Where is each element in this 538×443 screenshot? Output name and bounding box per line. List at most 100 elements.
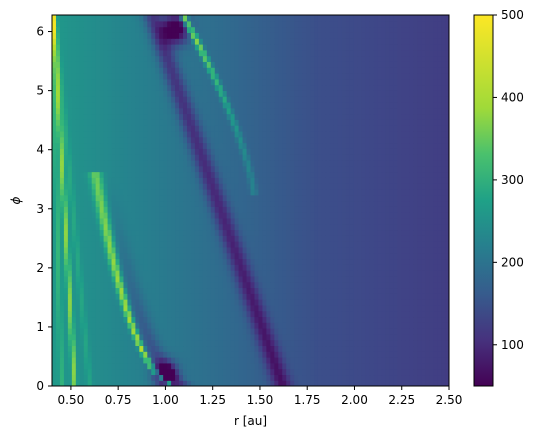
heatmap-cell <box>87 241 93 248</box>
heatmap-cell <box>71 217 77 225</box>
heatmap-cell <box>63 258 69 265</box>
heatmap-cell <box>302 200 307 207</box>
heatmap-cell <box>151 322 156 329</box>
heatmap-cell <box>405 113 410 120</box>
heatmap-cell <box>95 96 101 103</box>
heatmap-cell <box>52 293 57 300</box>
heatmap-cell <box>385 223 391 231</box>
heatmap-cell <box>254 229 260 236</box>
heatmap-cell <box>194 200 200 207</box>
heatmap-cell <box>409 374 414 381</box>
heatmap-cell <box>155 362 160 370</box>
heatmap-cell <box>99 328 105 335</box>
heatmap-cell <box>270 177 275 184</box>
heatmap-cell <box>437 252 442 260</box>
heatmap-cell <box>421 142 426 149</box>
heatmap-cell <box>131 200 136 207</box>
heatmap-cell <box>63 287 69 294</box>
heatmap-cell <box>393 171 398 178</box>
heatmap-cells <box>52 15 449 386</box>
heatmap-cell <box>206 96 212 103</box>
heatmap-cell <box>95 183 101 190</box>
heatmap-cell <box>123 299 129 306</box>
heatmap-cell <box>55 171 61 178</box>
heatmap-cell <box>87 206 93 213</box>
heatmap-cell <box>270 357 275 364</box>
heatmap-cell <box>429 96 434 103</box>
heatmap-cell <box>369 380 375 386</box>
heatmap-cell <box>250 171 256 178</box>
heatmap-cell <box>119 339 125 347</box>
heatmap-cell <box>190 275 196 283</box>
heatmap-cell <box>190 333 196 341</box>
heatmap-cell <box>143 217 148 225</box>
heatmap-cell <box>325 125 331 132</box>
heatmap-cell <box>83 125 89 132</box>
heatmap-cell <box>175 333 180 341</box>
heatmap-cell <box>131 293 136 300</box>
heatmap-cell <box>381 246 387 254</box>
heatmap-cell <box>270 165 275 173</box>
heatmap-cell <box>425 130 430 138</box>
heatmap-cell <box>262 351 267 358</box>
heatmap-cell <box>143 96 148 103</box>
heatmap-cell <box>349 333 355 341</box>
heatmap-cell <box>329 380 335 386</box>
heatmap-cell <box>147 275 152 283</box>
heatmap-cell <box>401 264 406 271</box>
heatmap-cell <box>198 345 204 352</box>
heatmap-cell <box>183 287 188 294</box>
heatmap-cell <box>385 258 391 265</box>
heatmap-cell <box>329 316 335 323</box>
heatmap-cell <box>186 304 192 312</box>
heatmap-cell <box>417 322 422 329</box>
heatmap-cell <box>290 107 295 115</box>
heatmap-cell <box>123 316 129 323</box>
heatmap-cell <box>123 136 129 144</box>
heatmap-cell <box>349 148 355 155</box>
heatmap-cell <box>163 258 168 265</box>
heatmap-cell <box>405 188 410 196</box>
heatmap-cell <box>246 310 252 318</box>
heatmap-cell <box>242 96 248 103</box>
heatmap-cell <box>389 148 395 155</box>
heatmap-cell <box>167 316 172 323</box>
heatmap-cell <box>310 351 315 358</box>
heatmap-cell <box>306 339 311 347</box>
heatmap-cell <box>433 130 438 138</box>
heatmap-cell <box>131 107 136 115</box>
heatmap-cell <box>286 113 291 120</box>
heatmap-cell <box>99 293 105 300</box>
heatmap-cell <box>377 194 383 202</box>
heatmap-cell <box>258 113 264 120</box>
heatmap-cell <box>294 159 299 167</box>
heatmap-cell <box>123 258 129 265</box>
heatmap-cell <box>198 374 204 381</box>
heatmap-cell <box>397 258 402 265</box>
heatmap-cell <box>266 380 271 386</box>
heatmap-cell <box>294 246 299 254</box>
heatmap-cell <box>393 299 398 306</box>
heatmap-cell <box>155 374 160 381</box>
heatmap-cell <box>345 351 351 358</box>
heatmap-cell <box>55 264 61 271</box>
heatmap-cell <box>186 229 192 236</box>
heatmap-cell <box>179 328 184 335</box>
heatmap-cell <box>167 380 172 386</box>
heatmap-cell <box>433 241 438 248</box>
heatmap-cell <box>202 212 208 219</box>
heatmap-cell <box>377 159 383 167</box>
heatmap-cell <box>115 235 121 242</box>
heatmap-cell <box>210 194 216 202</box>
heatmap-cell <box>131 142 136 149</box>
heatmap-cell <box>345 113 351 120</box>
heatmap-cell <box>290 281 295 289</box>
heatmap-cell <box>306 194 311 202</box>
heatmap-cell <box>310 264 315 271</box>
heatmap-cell <box>437 293 442 300</box>
heatmap-cell <box>230 380 236 386</box>
heatmap-cell <box>95 328 101 335</box>
heatmap-cell <box>286 119 291 126</box>
heatmap-cell <box>190 270 196 277</box>
heatmap-cell <box>194 223 200 231</box>
